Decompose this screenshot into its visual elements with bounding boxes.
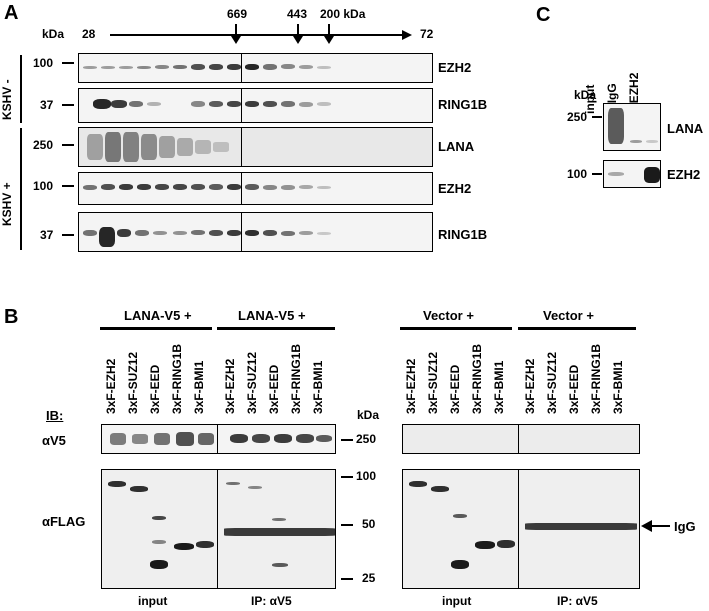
b-group-2-bar bbox=[217, 327, 335, 330]
b-g2-lane-2: 3xF-SUZ12 bbox=[245, 351, 259, 414]
b-blot-v5-left bbox=[101, 424, 336, 454]
a-row4-tick bbox=[62, 185, 74, 187]
b-g4-lane-4: 3xF-RING1B bbox=[589, 343, 603, 414]
b-mw-50: 50 bbox=[362, 517, 376, 531]
igg-label: IgG bbox=[674, 519, 696, 534]
a-row4-mw: 100 bbox=[33, 179, 54, 193]
a-blot-lana-pos bbox=[78, 127, 433, 167]
b-g1-lane-3: 3xF-EED bbox=[148, 364, 162, 414]
c-row1-mw: 250 bbox=[567, 110, 588, 124]
b-g1-lane-5: 3xF-BMI1 bbox=[192, 360, 206, 414]
b-group-3: Vector + bbox=[423, 308, 474, 323]
b-g3-lane-3: 3xF-EED bbox=[448, 364, 462, 414]
a-row2-tick bbox=[62, 104, 74, 106]
a-row3-protein: LANA bbox=[438, 139, 475, 154]
kshv-pos-label: KSHV + bbox=[0, 182, 14, 226]
a-row5-protein: RING1B bbox=[438, 227, 488, 242]
b-g4-lane-1: 3xF-EZH2 bbox=[523, 358, 537, 414]
b-g2-lane-1: 3xF-EZH2 bbox=[223, 358, 237, 414]
b-group-1: LANA-V5 + bbox=[124, 308, 192, 323]
b-group-1-bar bbox=[100, 327, 212, 330]
b-g4-lane-5: 3xF-BMI1 bbox=[611, 360, 625, 414]
b-g3-lane-2: 3xF-SUZ12 bbox=[426, 351, 440, 414]
kshv-neg-label: KSHV - bbox=[0, 79, 14, 120]
a-row5-tick bbox=[62, 234, 74, 236]
b-g2-lane-5: 3xF-BMI1 bbox=[311, 360, 325, 414]
b-g1-lane-1: 3xF-EZH2 bbox=[104, 358, 118, 414]
b-mw-250: 250 bbox=[356, 432, 377, 446]
a-blot-ezh2-neg bbox=[78, 53, 433, 83]
b-row-v5-label: αV5 bbox=[42, 433, 66, 448]
b-row-flag-label: αFLAG bbox=[42, 514, 86, 529]
b-g2-lane-4: 3xF-RING1B bbox=[289, 343, 303, 414]
b-bottom-ip-left: IP: αV5 bbox=[251, 594, 292, 608]
b-g2-lane-3: 3xF-EED bbox=[267, 364, 281, 414]
a-blot-ezh2-pos bbox=[78, 172, 433, 205]
panel-a-kda-label: kDa bbox=[42, 27, 65, 41]
a-blot-ring1b-neg bbox=[78, 88, 433, 123]
c-row2-protein: EZH2 bbox=[667, 167, 701, 182]
b-g3-lane-4: 3xF-RING1B bbox=[470, 343, 484, 414]
c-row2-tick bbox=[592, 173, 602, 175]
a-blot-ring1b-pos bbox=[78, 212, 433, 252]
b-tick-25 bbox=[341, 578, 353, 580]
a-row2-protein: RING1B bbox=[438, 97, 488, 112]
b-group-2: LANA-V5 + bbox=[238, 308, 306, 323]
marker-669: 669 bbox=[227, 7, 248, 21]
kshv-neg-bracket bbox=[20, 55, 22, 123]
panel-a-letter: A bbox=[4, 2, 19, 24]
a-row5-mw: 37 bbox=[40, 228, 54, 242]
a-row1-protein: EZH2 bbox=[438, 60, 472, 75]
fraction-end-label: 72 bbox=[420, 27, 434, 41]
b-mw-25: 25 bbox=[362, 571, 376, 585]
b-blot-v5-right bbox=[402, 424, 640, 454]
b-group-4: Vector + bbox=[543, 308, 594, 323]
a-row3-mw: 250 bbox=[33, 138, 54, 152]
c-row1-tick bbox=[592, 116, 602, 118]
b-group-4-bar bbox=[518, 327, 636, 330]
a-row2-mw: 37 bbox=[40, 98, 54, 112]
marker-200: 200 kDa bbox=[320, 7, 366, 21]
b-blot-flag-right bbox=[402, 469, 640, 589]
panel-b-kda-label: kDa bbox=[357, 408, 380, 422]
panel-b-letter: B bbox=[4, 306, 19, 328]
b-group-3-bar bbox=[400, 327, 512, 330]
b-g1-lane-4: 3xF-RING1B bbox=[170, 343, 184, 414]
b-g1-lane-2: 3xF-SUZ12 bbox=[126, 351, 140, 414]
a-row4-protein: EZH2 bbox=[438, 181, 472, 196]
b-g4-lane-2: 3xF-SUZ12 bbox=[545, 351, 559, 414]
a-row1-tick bbox=[62, 62, 74, 64]
b-g4-lane-3: 3xF-EED bbox=[567, 364, 581, 414]
a-row3-tick bbox=[62, 144, 74, 146]
c-blot-ezh2 bbox=[603, 160, 661, 188]
b-mw-100: 100 bbox=[356, 469, 377, 483]
c-blot-lana bbox=[603, 103, 661, 151]
b-tick-50 bbox=[341, 524, 353, 526]
marker-443: 443 bbox=[287, 7, 308, 21]
b-blot-flag-left bbox=[101, 469, 336, 589]
b-tick-100 bbox=[341, 476, 353, 478]
kshv-pos-bracket bbox=[20, 128, 22, 250]
fraction-start-label: 28 bbox=[82, 27, 96, 41]
ib-label: IB: bbox=[46, 408, 64, 423]
b-g3-lane-5: 3xF-BMI1 bbox=[492, 360, 506, 414]
b-bottom-ip-right: IP: αV5 bbox=[557, 594, 598, 608]
panel-c-letter: C bbox=[536, 4, 551, 26]
panel-c-kda-label: kDa bbox=[574, 88, 597, 102]
b-tick-250 bbox=[341, 439, 353, 441]
c-row2-mw: 100 bbox=[567, 167, 588, 181]
c-row1-protein: LANA bbox=[667, 121, 704, 136]
a-row1-mw: 100 bbox=[33, 56, 54, 70]
b-bottom-input-left: input bbox=[138, 594, 168, 608]
b-g3-lane-1: 3xF-EZH2 bbox=[404, 358, 418, 414]
b-bottom-input-right: input bbox=[442, 594, 472, 608]
